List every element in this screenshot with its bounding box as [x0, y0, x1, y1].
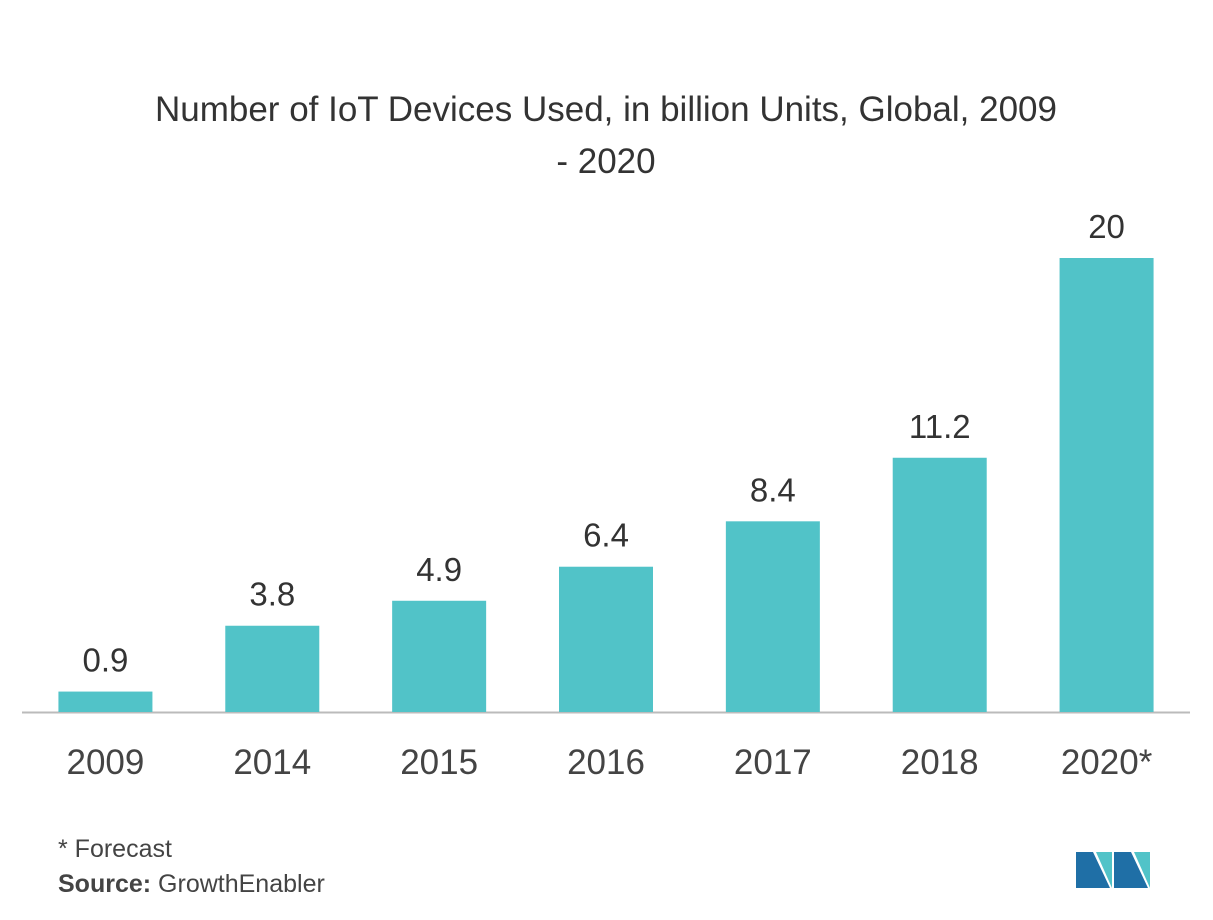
value-label: 20 — [1088, 208, 1125, 245]
source: Source: GrowthEnabler — [58, 870, 325, 899]
footnote: * Forecast — [58, 835, 172, 863]
x-tick-label: 2016 — [567, 743, 645, 782]
x-tick-label: 2017 — [734, 743, 812, 782]
source-name: GrowthEnabler — [158, 870, 325, 898]
x-tick-label: 2015 — [400, 743, 478, 782]
x-tick-label: 2014 — [233, 743, 311, 782]
bar — [392, 600, 487, 712]
bar — [58, 691, 153, 712]
source-label: Source: — [58, 870, 152, 898]
logo — [1076, 852, 1150, 888]
value-label: 11.2 — [909, 408, 971, 445]
bar — [892, 457, 987, 712]
chart-title: Number of IoT Devices Used, in billion U… — [154, 90, 1057, 181]
x-tick-label: 2018 — [901, 743, 979, 782]
bar — [1059, 258, 1154, 712]
value-label: 6.4 — [583, 517, 629, 554]
value-label: 0.9 — [82, 642, 128, 679]
value-label: 8.4 — [750, 471, 796, 508]
bar — [225, 625, 320, 712]
x-tick-label: 2009 — [66, 743, 144, 782]
x-tick-label: 2020* — [1061, 743, 1153, 782]
value-label: 4.9 — [416, 551, 462, 588]
bar — [559, 566, 653, 712]
value-label: 3.8 — [249, 576, 295, 613]
bar — [725, 521, 820, 712]
